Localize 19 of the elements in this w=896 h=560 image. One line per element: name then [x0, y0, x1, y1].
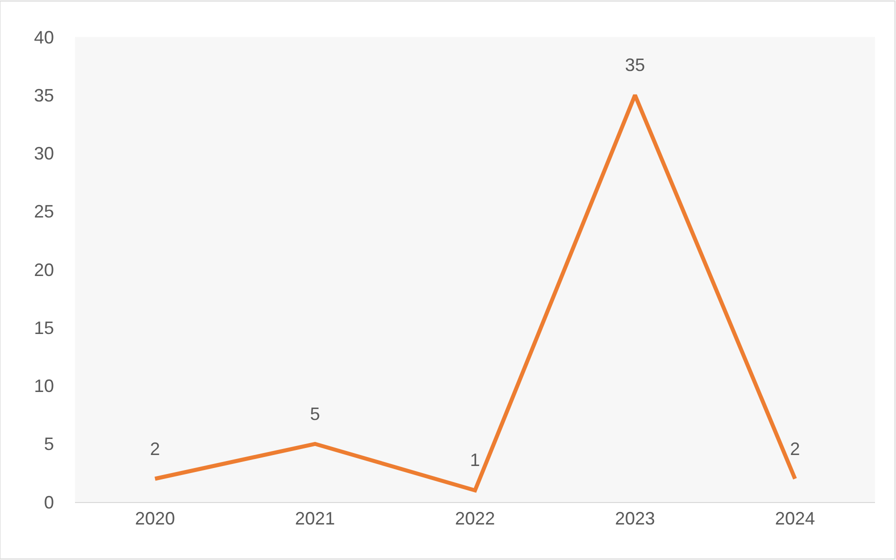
y-tick-label: 20: [34, 260, 54, 280]
y-tick-label: 30: [34, 144, 54, 164]
data-label: 2: [790, 439, 800, 459]
y-tick-label: 40: [34, 27, 54, 48]
data-label: 1: [470, 450, 480, 470]
y-tick-label: 0: [44, 492, 54, 512]
x-tick-label: 2022: [454, 508, 496, 529]
data-label: 2: [150, 439, 160, 459]
data-label: 35: [625, 55, 646, 75]
y-tick-label: 15: [34, 318, 54, 338]
x-tick-label: 2024: [774, 508, 816, 529]
x-tick-label: 2020: [134, 508, 176, 529]
data-label: 5: [310, 404, 320, 424]
y-tick-label: 5: [44, 434, 54, 454]
y-tick-label: 25: [34, 202, 54, 222]
y-tick-label: 35: [34, 85, 54, 106]
x-tick-label: 2021: [294, 508, 336, 529]
y-tick-label: 10: [34, 376, 54, 396]
x-tick-label: 2023: [614, 508, 656, 529]
